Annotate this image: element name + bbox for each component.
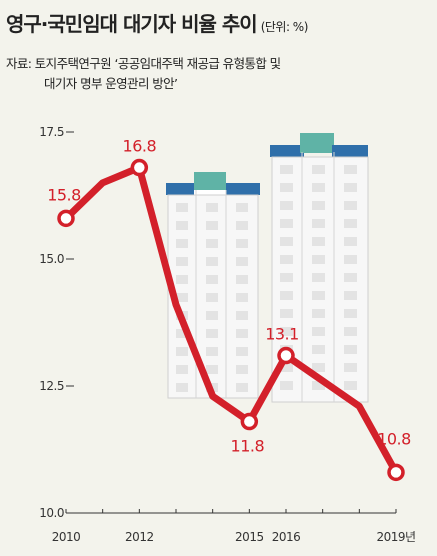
x-tick-label: 2010	[52, 530, 81, 544]
chart-title: 영구·국민임대 대기자 비율 추이	[6, 12, 258, 36]
source-note: 자료: 토지주택연구원 ‘공공임대주택 재공급 유형통합 및 대기자 명부 운영…	[6, 54, 281, 94]
y-tick-label: 10.0	[39, 506, 64, 520]
series-line	[62, 164, 400, 476]
y-tick-label: 12.5	[39, 379, 64, 393]
y-tick-label: 15.0	[39, 252, 64, 266]
data-point	[130, 158, 149, 177]
data-points	[57, 158, 405, 482]
data-point	[240, 412, 259, 431]
x-tick-label: 2016	[272, 530, 301, 544]
y-axis-ticks: 17.5 15.0 12.5 10.0	[39, 125, 74, 520]
y-tick-label: 17.5	[39, 125, 64, 139]
x-tick-label: 2012	[125, 530, 154, 544]
data-point	[277, 346, 295, 365]
source-line-1: 자료: 토지주택연구원 ‘공공임대주택 재공급 유형통합 및	[6, 56, 281, 71]
unit-label: (단위: %)	[260, 20, 309, 34]
source-line-2: 대기자 명부 운영관리 방안’	[44, 76, 178, 91]
x-tick-label: 2019년	[376, 530, 415, 544]
building-illustration-left	[166, 172, 260, 399]
data-label: 16.8	[123, 137, 157, 156]
data-labels: 15.8 16.8 11.8 13.1 10.8	[47, 137, 411, 456]
data-label: 15.8	[47, 185, 81, 204]
x-axis-ticks: 2010 2012 2015 2016 2019년	[52, 509, 416, 544]
data-point	[57, 209, 75, 228]
data-label: 11.8	[231, 437, 265, 456]
data-label: 13.1	[265, 325, 299, 344]
data-label: 10.8	[377, 429, 411, 448]
title-row: 영구·국민임대 대기자 비율 추이 (단위: %)	[6, 8, 308, 37]
data-point	[387, 463, 405, 482]
x-tick-label: 2015	[235, 530, 264, 544]
